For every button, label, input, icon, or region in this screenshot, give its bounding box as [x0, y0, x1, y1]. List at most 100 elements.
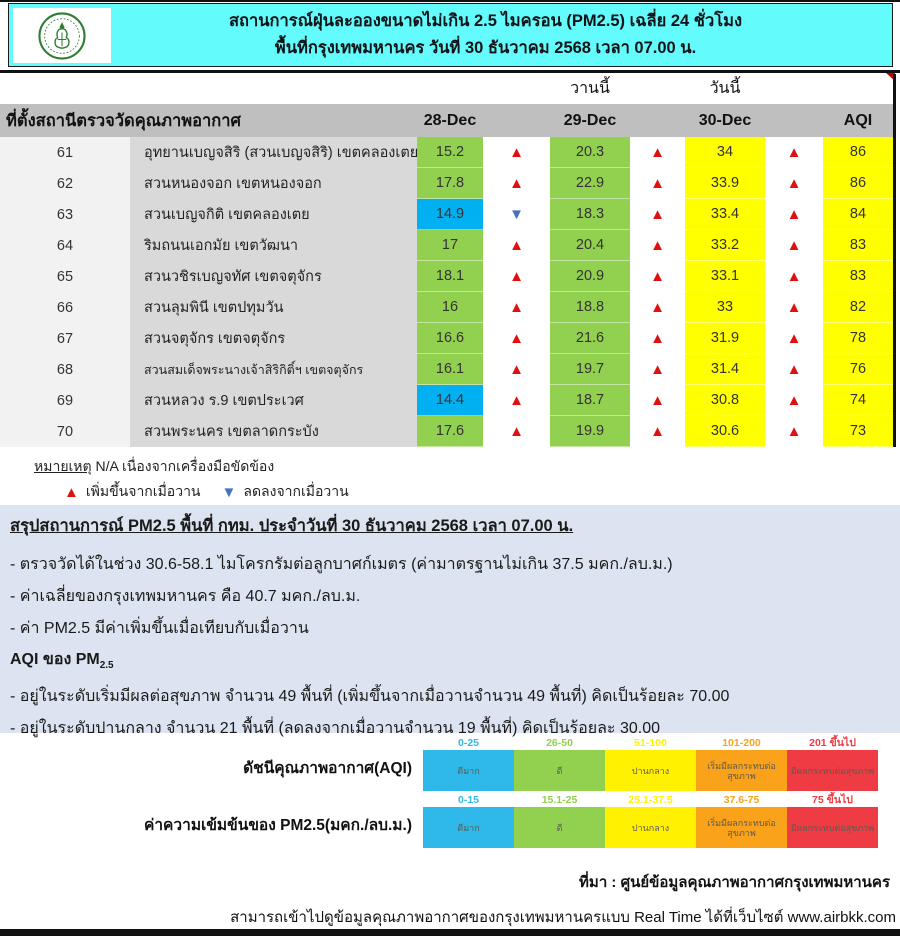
summary-bullet-average: - ค่าเฉลี่ยของกรุงเทพมหานคร คือ 40.7 มคก… — [10, 588, 361, 605]
legend-label: ดัชนีคุณภาพอากาศ(AQI) — [243, 760, 412, 777]
pm25-value-29dec: 21.6 — [550, 323, 630, 354]
aqi-value: 82 — [823, 292, 893, 323]
band-range-label: 26-50 — [546, 737, 573, 749]
station-number: 64 — [0, 230, 130, 261]
aqi-value: 86 — [823, 168, 893, 199]
band-category-label: ดี — [514, 750, 605, 791]
up-triangle-icon: ▲ — [630, 354, 685, 385]
station-name: สวนลุมพินี เขตปทุมวัน — [130, 292, 417, 323]
pm25-value-30dec: 33.2 — [685, 230, 765, 261]
summary-title: สรุปสถานการณ์ PM2.5 พื้นที่ กทม. ประจำวั… — [10, 517, 574, 535]
legend-band: 201 ขึ้นไป มีผลกระทบต่อสุขภาพ — [787, 736, 878, 792]
logo-box — [13, 8, 111, 63]
table-row: 66 สวนลุมพินี เขตปทุมวัน 16 ▲ 18.8 ▲ 33 … — [0, 292, 893, 323]
legend-bands: 0-25 ดีมาก 26-50 ดี 51-100 ปานกลาง 101-2… — [423, 736, 878, 792]
up-triangle-icon: ▲ — [630, 230, 685, 261]
yesterday-label: วานนี้ — [570, 79, 610, 97]
pm25-value-30dec: 33 — [685, 292, 765, 323]
today-label: วันนี้ — [709, 79, 741, 97]
up-triangle-icon: ▲ — [765, 199, 823, 230]
aqi-heading: AQI ของ PM2.5 — [10, 651, 114, 672]
station-number: 70 — [0, 416, 130, 447]
pm25-value-30dec: 34 — [685, 137, 765, 168]
pm25-value-28dec: 16 — [417, 292, 483, 323]
band-range-label: 75 ขึ้นไป — [812, 794, 853, 806]
up-triangle-icon: ▲ — [765, 354, 823, 385]
up-legend-text: เพิ่มขึ้นจากเมื่อวาน — [85, 483, 201, 499]
pm25-value-28dec: 17.8 — [417, 168, 483, 199]
pm25-value-29dec: 18.3 — [550, 199, 630, 230]
top-border — [0, 0, 900, 2]
station-name: สวนหนองจอก เขตหนองจอก — [130, 168, 417, 199]
aqi-value: 83 — [823, 261, 893, 292]
up-triangle-icon: ▲ — [64, 483, 79, 501]
pm25-value-30dec: 31.9 — [685, 323, 765, 354]
table-row: 70 สวนพระนคร เขตลาดกระบัง 17.6 ▲ 19.9 ▲ … — [0, 416, 893, 447]
band-range-label: 15.1-25 — [541, 794, 578, 806]
report-titles: สถานการณ์ฝุ่นละอองขนาดไม่เกิน 2.5 ไมครอน… — [9, 8, 892, 62]
table-row: 67 สวนจตุจักร เขตจตุจักร 16.6 ▲ 21.6 ▲ 3… — [0, 323, 893, 354]
band-category-label: ดีมาก — [423, 750, 514, 791]
date-30dec-header: 30-Dec — [698, 111, 752, 129]
station-number: 65 — [0, 261, 130, 292]
band-range-label: 51-100 — [634, 737, 667, 749]
summary-bullet-trend: - ค่า PM2.5 มีค่าเพิ่มขึ้นเมื่อเทียบกับเ… — [10, 620, 309, 637]
station-number: 61 — [0, 137, 130, 168]
table-row: 68 สวนสมเด็จพระนางเจ้าสิริกิติ์ฯ เขตจตุจ… — [0, 354, 893, 385]
pm25-value-29dec: 20.9 — [550, 261, 630, 292]
table-row: 61 อุทยานเบญจสิริ (สวนเบญจสิริ) เขตคลองเ… — [0, 137, 893, 168]
date-29dec-header: 29-Dec — [563, 111, 617, 129]
aqi-value: 73 — [823, 416, 893, 447]
aqi-bullet-unhealthy: - อยู่ในระดับเริ่มมีผลต่อสุขภาพ จำนวน 49… — [10, 688, 730, 706]
up-triangle-icon: ▲ — [765, 416, 823, 447]
pm25-value-28dec: 15.2 — [417, 137, 483, 168]
day-labels-row: วานนี้ วันนี้ — [0, 74, 893, 104]
down-triangle-icon: ▼ — [221, 483, 237, 501]
pm25-value-30dec: 33.4 — [685, 199, 765, 230]
legend-band: 37.6-75 เริ่มมีผลกระทบต่อสุขภาพ — [696, 793, 787, 849]
pm25-value-29dec: 19.7 — [550, 354, 630, 385]
station-name: อุทยานเบญจสิริ (สวนเบญจสิริ) เขตคลองเตย — [130, 137, 417, 168]
aqi-bullet-moderate: - อยู่ในระดับปานกลาง จำนวน 21 พื้นที่ (ล… — [10, 720, 660, 738]
band-range-label: 37.6-75 — [723, 794, 760, 806]
pm25-value-28dec: 16.1 — [417, 354, 483, 385]
report-title-line2: พื้นที่กรุงเทพมหานคร วันที่ 30 ธันวาคม 2… — [274, 39, 697, 57]
pm25-value-28dec: 17.6 — [417, 416, 483, 447]
band-category-label: เริ่มมีผลกระทบต่อสุขภาพ — [696, 750, 787, 791]
up-triangle-icon: ▲ — [483, 354, 550, 385]
source-attribution: ที่มา : ศูนย์ข้อมูลคุณภาพอากาศกรุงเทพมหา… — [579, 874, 890, 891]
up-triangle-icon: ▲ — [765, 385, 823, 416]
up-triangle-icon: ▲ — [630, 199, 685, 230]
bottom-border — [0, 929, 900, 936]
table-body: 61 อุทยานเบญจสิริ (สวนเบญจสิริ) เขตคลองเ… — [0, 137, 893, 447]
pm25-value-29dec: 19.9 — [550, 416, 630, 447]
header-underline — [0, 70, 900, 73]
band-category-label: มีผลกระทบต่อสุขภาพ — [787, 750, 878, 791]
band-category-label: เริ่มมีผลกระทบต่อสุขภาพ — [696, 807, 787, 848]
bma-seal-icon — [38, 11, 86, 60]
up-triangle-icon: ▲ — [765, 261, 823, 292]
station-number: 68 — [0, 354, 130, 385]
band-range-label: 25.1-37.5 — [628, 794, 673, 806]
aqi-value: 76 — [823, 354, 893, 385]
pm25-value-28dec: 18.1 — [417, 261, 483, 292]
up-triangle-icon: ▲ — [483, 230, 550, 261]
table-row: 69 สวนหลวง ร.9 เขตประเวศ 14.4 ▲ 18.7 ▲ 3… — [0, 385, 893, 416]
up-triangle-icon: ▲ — [765, 323, 823, 354]
up-triangle-icon: ▲ — [483, 168, 550, 199]
pm25-value-30dec: 30.6 — [685, 416, 765, 447]
aqi-value: 78 — [823, 323, 893, 354]
table-row: 65 สวนวชิรเบญจทัศ เขตจตุจักร 18.1 ▲ 20.9… — [0, 261, 893, 292]
summary-bullet-range: - ตรวจวัดได้ในช่วง 30.6-58.1 ไมโครกรัมต่… — [10, 556, 673, 573]
aqi-column-header: AQI — [843, 111, 873, 129]
pm25-value-28dec: 14.9 — [417, 199, 483, 230]
band-range-label: 0-15 — [457, 794, 479, 806]
note-line: หมายเหตุ N/A เนื่องจากเครื่องมือขัดข้อง — [34, 456, 274, 478]
legend-band: 26-50 ดี — [514, 736, 605, 792]
table-row: 62 สวนหนองจอก เขตหนองจอก 17.8 ▲ 22.9 ▲ 3… — [0, 168, 893, 199]
up-triangle-icon: ▲ — [483, 137, 550, 168]
up-triangle-icon: ▲ — [765, 168, 823, 199]
pm25-value-30dec: 33.1 — [685, 261, 765, 292]
aqi-value: 86 — [823, 137, 893, 168]
station-name: สวนเบญจกิติ เขตคลองเตย — [130, 199, 417, 230]
